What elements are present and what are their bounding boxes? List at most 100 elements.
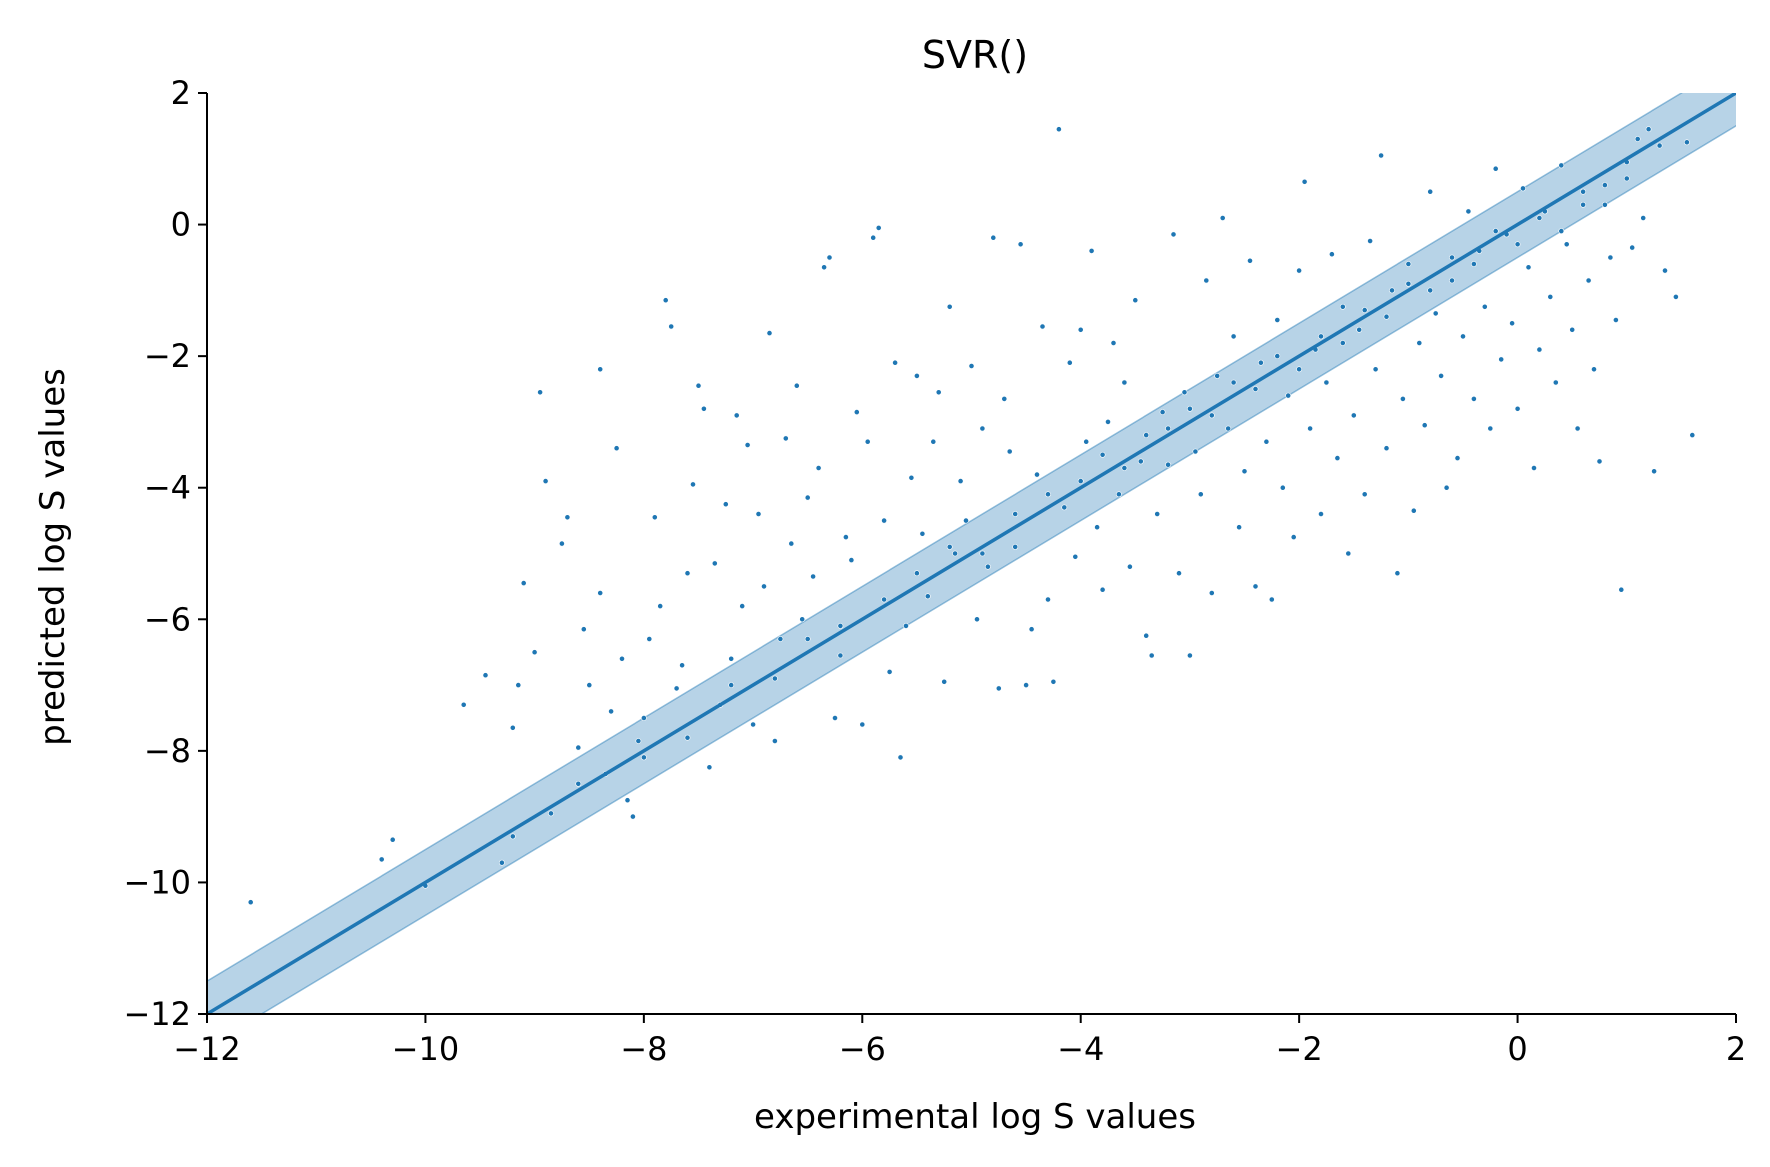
- data-point: [848, 557, 855, 563]
- data-point: [1569, 326, 1576, 333]
- data-point: [559, 540, 565, 547]
- data-point: [580, 626, 587, 633]
- data-point: [1045, 491, 1051, 498]
- data-point: [1427, 287, 1434, 294]
- data-point: [520, 580, 527, 586]
- data-point: [744, 442, 751, 448]
- data-point: [1618, 586, 1625, 593]
- data-point: [1596, 458, 1603, 465]
- data-point: [892, 359, 898, 366]
- data-point: [711, 560, 718, 567]
- y-tick-label: −4: [144, 469, 191, 507]
- data-point: [903, 623, 909, 629]
- data-point: [1006, 448, 1013, 455]
- data-point: [1416, 340, 1423, 346]
- data-point: [1181, 389, 1188, 396]
- data-point: [979, 425, 986, 432]
- data-point: [886, 669, 893, 675]
- data-point: [914, 372, 920, 379]
- data-point: [1056, 126, 1062, 133]
- data-point: [1514, 241, 1521, 248]
- data-point: [1258, 359, 1264, 366]
- data-point: [701, 405, 707, 412]
- data-point: [1219, 215, 1226, 221]
- data-point: [739, 603, 746, 609]
- data-point: [695, 382, 702, 389]
- data-point: [482, 672, 489, 679]
- y-tick-label: 2: [171, 74, 191, 112]
- data-point: [1339, 340, 1346, 346]
- data-point: [389, 836, 396, 843]
- data-point: [1165, 461, 1171, 468]
- data-point: [908, 474, 915, 481]
- data-point: [630, 813, 636, 820]
- data-point: [799, 616, 806, 623]
- data-point: [1001, 395, 1008, 402]
- y-tick-label: −10: [123, 863, 191, 901]
- data-point: [1143, 432, 1150, 438]
- data-point: [1132, 297, 1139, 304]
- data-point: [1263, 438, 1270, 445]
- data-point: [586, 682, 593, 688]
- data-point: [651, 514, 658, 521]
- data-point: [641, 754, 647, 761]
- data-point: [1230, 333, 1237, 340]
- data-point: [1481, 303, 1488, 310]
- data-point: [1334, 455, 1341, 461]
- data-point: [1378, 152, 1384, 159]
- data-point: [1061, 504, 1068, 511]
- data-point: [498, 859, 505, 866]
- data-point: [1432, 310, 1439, 317]
- data-point: [957, 478, 964, 484]
- data-point: [608, 708, 614, 715]
- x-tick-label: −6: [839, 1030, 886, 1068]
- data-point: [613, 445, 620, 452]
- data-point: [1602, 182, 1608, 188]
- data-point: [870, 234, 877, 241]
- data-point: [597, 590, 604, 596]
- data-point: [1045, 596, 1051, 603]
- data-point: [1471, 261, 1477, 267]
- data-point: [1137, 458, 1144, 465]
- data-point: [1285, 392, 1292, 399]
- data-point: [1454, 455, 1461, 461]
- data-point: [1591, 366, 1597, 373]
- data-point: [1039, 323, 1046, 330]
- data-point: [1247, 257, 1253, 264]
- data-point: [1427, 188, 1434, 195]
- data-point: [728, 655, 735, 662]
- data-point: [761, 583, 767, 590]
- data-point: [1192, 448, 1199, 455]
- data-point: [1449, 277, 1455, 284]
- data-point: [974, 616, 980, 623]
- data-point: [1296, 366, 1302, 373]
- data-point: [378, 856, 385, 863]
- y-tick-label: −6: [144, 600, 191, 638]
- data-point: [1438, 372, 1444, 379]
- data-point: [1121, 379, 1128, 386]
- y-tick-label: −12: [123, 995, 191, 1033]
- data-point: [772, 675, 778, 682]
- data-point: [646, 636, 653, 642]
- data-point: [684, 734, 691, 741]
- data-point: [1443, 484, 1450, 491]
- data-point: [859, 721, 866, 728]
- data-point: [1110, 340, 1117, 346]
- data-point: [1389, 287, 1395, 294]
- data-point: [635, 738, 642, 744]
- data-point: [788, 540, 795, 547]
- data-point: [1684, 139, 1690, 146]
- data-point: [1602, 201, 1608, 208]
- data-point: [728, 682, 735, 688]
- data-point: [1214, 372, 1221, 379]
- data-point: [619, 655, 625, 662]
- data-point: [935, 389, 942, 396]
- data-point: [460, 701, 467, 708]
- data-point: [1509, 320, 1515, 327]
- data-point: [1383, 313, 1390, 320]
- data-point: [1028, 626, 1035, 633]
- plot-area: [207, 93, 1736, 1014]
- scatter-points: [247, 126, 1696, 906]
- data-point: [706, 764, 713, 771]
- x-axis-label: experimental log S values: [754, 1097, 1196, 1137]
